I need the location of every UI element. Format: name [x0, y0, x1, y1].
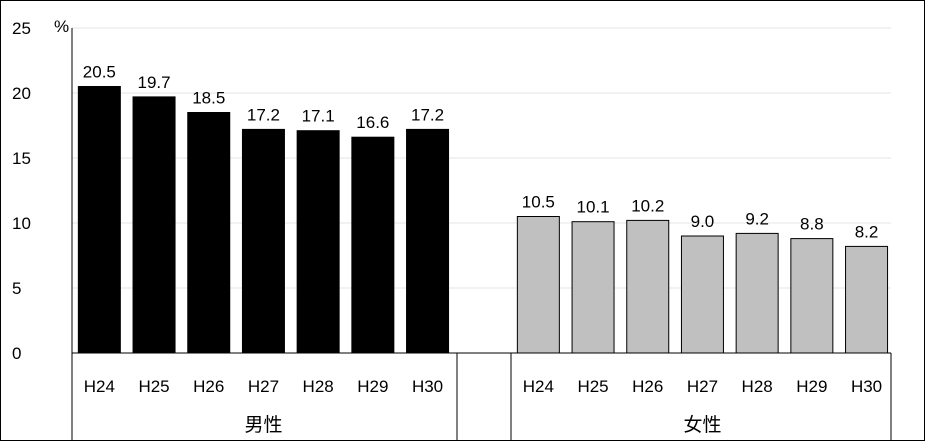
x-category-label: H30 [851, 377, 882, 396]
x-category-label: H29 [796, 377, 827, 396]
data-label: 20.5 [83, 63, 116, 82]
data-label: 18.5 [192, 89, 225, 108]
bar [516, 216, 560, 354]
x-category-label: H30 [412, 377, 443, 396]
bar [680, 235, 724, 354]
bar [571, 221, 615, 354]
y-tick-label: 5 [12, 279, 21, 298]
bar [790, 238, 834, 354]
x-category-label: H25 [138, 377, 169, 396]
bar [296, 130, 340, 354]
data-label: 10.2 [631, 196, 664, 215]
x-category-label: H24 [523, 377, 554, 396]
y-tick-label: 15 [12, 149, 31, 168]
y-tick-label: 25 [12, 19, 31, 38]
x-category-label: H28 [742, 377, 773, 396]
bar [241, 128, 285, 354]
data-label: 19.7 [138, 73, 171, 92]
data-label: 8.2 [855, 222, 879, 241]
data-label: 10.1 [577, 198, 610, 217]
x-category-label: H29 [357, 377, 388, 396]
x-group-label: 男性 [244, 414, 282, 436]
bar [77, 86, 121, 354]
data-label: 9.0 [691, 212, 715, 231]
y-unit-label: % [54, 17, 69, 36]
y-tick-label: 10 [12, 214, 31, 233]
data-label: 10.5 [522, 193, 555, 212]
x-category-label: H26 [632, 377, 663, 396]
bar [132, 96, 176, 354]
data-label: 8.8 [800, 215, 824, 234]
bar [626, 219, 670, 354]
y-tick-label: 0 [12, 344, 21, 363]
bar [406, 128, 450, 354]
x-category-label: H25 [577, 377, 608, 396]
y-tick-label: 20 [12, 84, 31, 103]
data-label: 17.1 [302, 107, 335, 126]
x-category-label: H26 [193, 377, 224, 396]
bar [845, 245, 889, 354]
x-category-label: H27 [687, 377, 718, 396]
bar [187, 112, 231, 354]
x-category-label: H27 [248, 377, 279, 396]
data-label: 17.2 [247, 105, 280, 124]
x-group-label: 女性 [683, 414, 721, 436]
x-category-label: H28 [303, 377, 334, 396]
data-label: 9.2 [745, 209, 769, 228]
bar [735, 232, 779, 354]
data-label: 16.6 [356, 113, 389, 132]
x-category-label: H24 [84, 377, 115, 396]
data-label: 17.2 [411, 105, 444, 124]
bar [351, 136, 395, 354]
